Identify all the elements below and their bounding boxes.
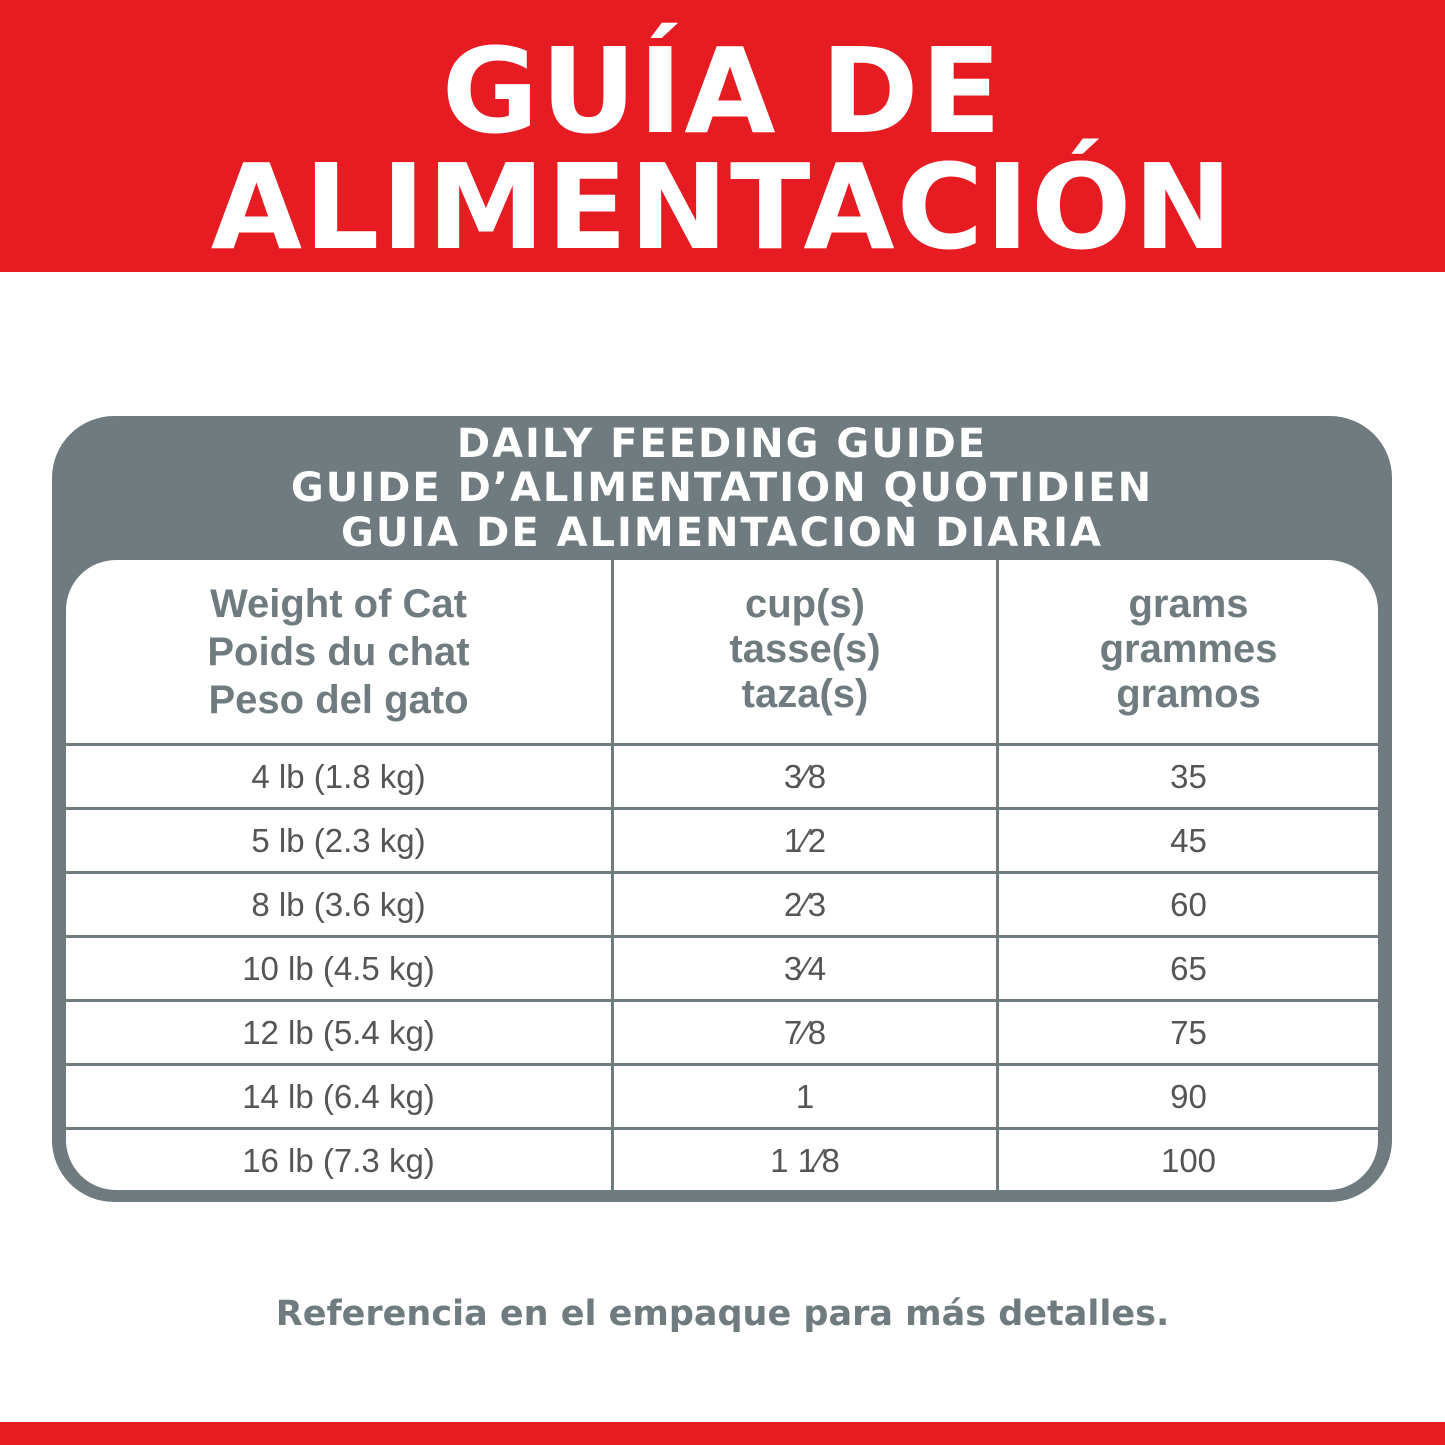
table-cell: 12 lb (5.4 kg) — [242, 1013, 435, 1051]
table-row: 12 lb (5.4 kg) 7⁄8 75 — [66, 999, 1378, 1063]
header-label: gramos — [1116, 672, 1261, 716]
table-cell: 1 1⁄8 — [770, 1141, 840, 1179]
header-label: grammes — [1099, 627, 1278, 671]
feeding-table: Weight of Cat Poids du chat Peso del gato c… — [66, 560, 1378, 1190]
header-label: Poids du chat — [207, 629, 470, 674]
table-cell: 4 lb (1.8 kg) — [251, 757, 426, 795]
footer-note: Referencia en el empaque para más detall… — [275, 1294, 1170, 1334]
header-label: tasse(s) — [729, 627, 881, 671]
table-cell: 35 — [1170, 757, 1207, 795]
header-label: Weight of Cat — [209, 581, 467, 626]
header-label: Peso del gato — [208, 677, 469, 722]
title-line-2: ALIMENTACIÓN — [210, 138, 1235, 276]
title-line-1: GUÍA DE — [441, 22, 1004, 160]
column-divider — [611, 560, 614, 1190]
header-label: cup(s) — [745, 582, 865, 626]
table-cell: 14 lb (6.4 kg) — [242, 1077, 435, 1115]
table-row: 10 lb (4.5 kg) 3⁄4 65 — [66, 935, 1378, 999]
table-row: 16 lb (7.3 kg) 1 1⁄8 100 — [66, 1127, 1378, 1190]
guide-title-en: DAILY FEEDING GUIDE — [456, 421, 988, 467]
table-cell: 75 — [1170, 1013, 1207, 1051]
bottom-strip — [0, 1422, 1445, 1445]
header-label: grams — [1128, 582, 1249, 626]
table-cell: 10 lb (4.5 kg) — [242, 949, 435, 987]
table-cell: 8 lb (3.6 kg) — [251, 885, 426, 923]
column-divider — [996, 560, 999, 1190]
title-banner: GUÍA DE ALIMENTACIÓN — [0, 0, 1445, 276]
guide-title-es: GUIA DE ALIMENTACION DIARIA — [341, 510, 1103, 556]
feeding-guide-panel: DAILY FEEDING GUIDE GUIDE D’ALIMENTATION… — [52, 416, 1392, 1202]
table-cell: 45 — [1170, 821, 1207, 859]
table-cell: 7⁄8 — [783, 1013, 827, 1051]
table-cell: 100 — [1160, 1141, 1217, 1179]
table-cell: 1⁄2 — [783, 821, 827, 859]
table-cell: 65 — [1170, 949, 1207, 987]
column-header: cup(s) tasse(s) taza(s) — [614, 560, 996, 743]
column-header: grams grammes gramos — [999, 560, 1378, 743]
table-cell: 1 — [795, 1077, 815, 1115]
table-cell: 3⁄4 — [783, 949, 827, 987]
table-row: 14 lb (6.4 kg) 1 90 — [66, 1063, 1378, 1127]
table-row: 5 lb (2.3 kg) 1⁄2 45 — [66, 807, 1378, 871]
header-label: taza(s) — [741, 672, 869, 716]
table-cell: 2⁄3 — [783, 885, 827, 923]
column-header: Weight of Cat Poids du chat Peso del gato — [66, 560, 611, 743]
table-cell: 5 lb (2.3 kg) — [251, 821, 426, 859]
table-cell: 60 — [1170, 885, 1207, 923]
table-cell: 90 — [1170, 1077, 1207, 1115]
table-row: 8 lb (3.6 kg) 2⁄3 60 — [66, 871, 1378, 935]
guide-title-fr: GUIDE D’ALIMENTATION QUOTIDIEN — [290, 465, 1154, 511]
table-cell: 3⁄8 — [783, 757, 827, 795]
table-row: 4 lb (1.8 kg) 3⁄8 35 — [66, 743, 1378, 807]
table-cell: 16 lb (7.3 kg) — [242, 1141, 435, 1179]
